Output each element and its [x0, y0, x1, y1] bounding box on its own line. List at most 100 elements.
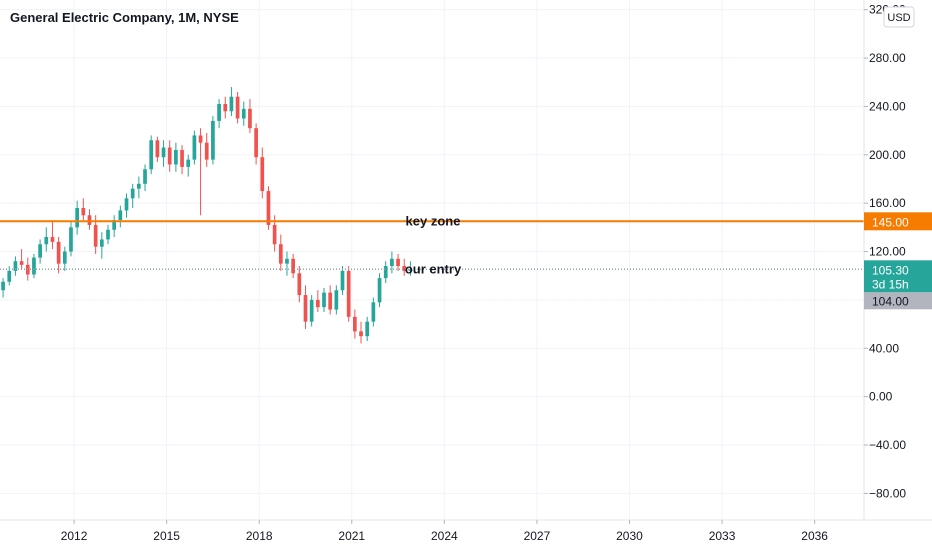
candle-body — [50, 237, 55, 242]
candle-body — [99, 239, 104, 247]
x-tick-label: 2030 — [616, 529, 643, 543]
candle-body — [149, 140, 154, 170]
x-tick-label: 2033 — [709, 529, 736, 543]
candle — [198, 128, 203, 216]
candle-body — [408, 269, 413, 271]
candle — [229, 87, 234, 117]
candle — [211, 116, 215, 165]
candle — [192, 130, 197, 165]
candle — [340, 266, 345, 296]
candle-body — [334, 290, 339, 310]
candle-body — [396, 258, 400, 267]
candle-body — [198, 135, 203, 143]
time-axis[interactable]: 2012 2015 2018 2021 2024 2027 2030 2033 2036 — [61, 520, 829, 543]
candle-body — [353, 316, 357, 332]
candle — [248, 99, 252, 134]
currency-button-frame — [883, 6, 915, 28]
currency-button[interactable]: USD — [883, 6, 915, 28]
candle-body — [359, 331, 363, 337]
candle — [353, 309, 357, 339]
candle-body — [254, 128, 258, 158]
candle — [260, 147, 265, 199]
candle — [390, 251, 394, 274]
candle-body — [7, 270, 12, 282]
candle-body — [81, 208, 86, 216]
candle — [69, 221, 73, 257]
candle-body — [112, 220, 117, 230]
candle — [371, 297, 376, 327]
candle — [217, 99, 221, 129]
y-tick-label: 40.00 — [869, 341, 899, 355]
candle-body — [278, 244, 283, 264]
price-axis[interactable]: −80.00−40.000.0040.0080.00120.00160.0020… — [864, 3, 906, 501]
candle-body — [365, 321, 370, 337]
candle-body — [62, 251, 67, 264]
x-tick-label: 2012 — [61, 529, 88, 543]
candle-body — [235, 96, 240, 119]
candle-body — [315, 299, 320, 308]
candle — [322, 287, 326, 312]
candle — [180, 145, 184, 175]
candle-body — [130, 188, 135, 199]
candle — [309, 295, 314, 327]
candle-body — [38, 244, 42, 258]
candle — [396, 253, 400, 271]
candle — [13, 256, 18, 276]
candle — [130, 183, 135, 208]
candle — [124, 193, 129, 218]
candle — [186, 154, 191, 177]
candle-body — [124, 198, 129, 211]
candle — [359, 321, 363, 344]
candle-body — [167, 147, 172, 165]
candle — [56, 237, 61, 274]
candle-body — [297, 273, 302, 296]
countdown-label: 3d 15h — [872, 277, 909, 291]
y-tick-label: −40.00 — [869, 438, 906, 452]
candle — [112, 215, 117, 238]
key-zone-badge-label: 145.00 — [872, 215, 909, 229]
candle — [149, 135, 154, 175]
candle-body — [1, 281, 5, 291]
candle-body — [402, 266, 407, 271]
candle-body — [137, 183, 141, 189]
candle-body — [383, 266, 388, 279]
candle — [408, 261, 413, 276]
candle — [118, 205, 123, 228]
candle-body — [174, 149, 178, 165]
candle — [278, 234, 283, 271]
candle — [241, 101, 246, 126]
candle — [99, 232, 104, 259]
candle-body — [328, 292, 333, 310]
candle-body — [285, 258, 289, 264]
y-tick-label: 200.00 — [869, 148, 906, 162]
candle-body — [155, 140, 160, 158]
candle-body — [32, 257, 36, 275]
candle-body — [211, 120, 215, 160]
candle — [143, 164, 147, 192]
candle — [62, 246, 67, 271]
candle — [235, 91, 240, 124]
candle-body — [340, 270, 345, 291]
y-tick-label: 160.00 — [869, 196, 906, 210]
candle-body — [217, 104, 221, 121]
candle — [38, 239, 42, 264]
candle-body — [309, 299, 314, 322]
candle — [50, 220, 55, 250]
candle-body — [44, 237, 49, 245]
candle-body — [390, 258, 394, 267]
candle-body — [69, 227, 73, 252]
y-tick-label: 0.00 — [869, 390, 893, 404]
y-tick-label: −80.00 — [869, 486, 906, 500]
candle — [75, 200, 79, 235]
candle — [291, 253, 295, 279]
grid-layer — [0, 0, 864, 520]
key-zone-label: key zone — [406, 213, 461, 228]
candle-body — [303, 295, 308, 322]
candle-body — [87, 215, 92, 225]
candle — [81, 198, 86, 221]
candle-body — [143, 169, 147, 184]
candle — [315, 290, 320, 312]
